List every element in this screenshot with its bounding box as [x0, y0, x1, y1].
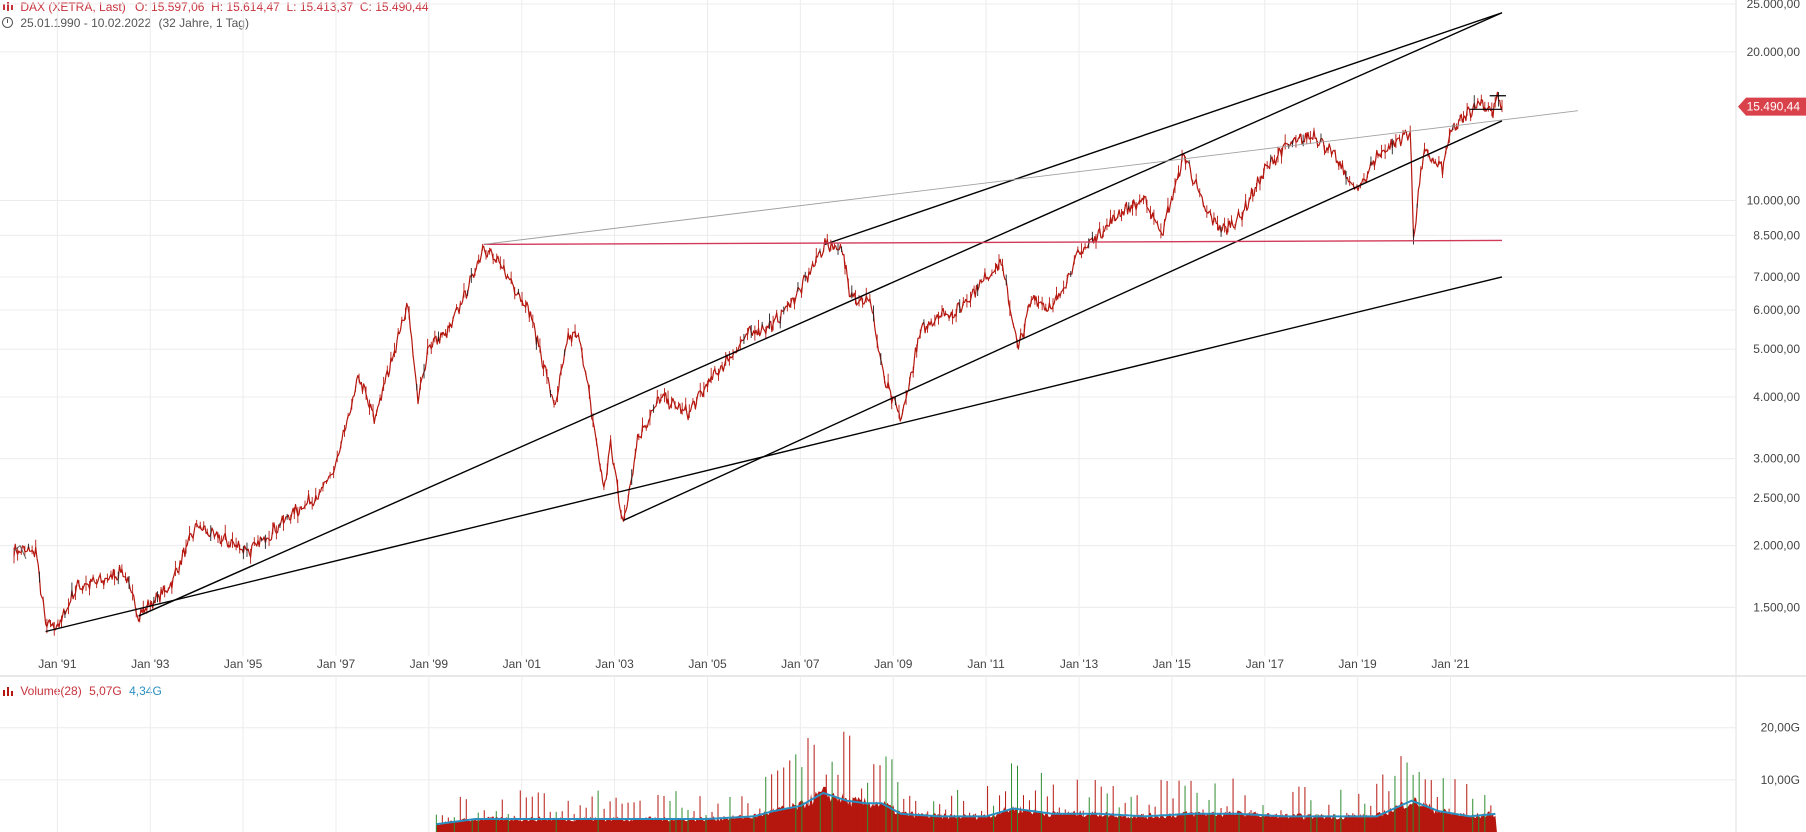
- x-tick-label: Jan '13: [1060, 657, 1099, 671]
- trend-line: [623, 120, 1503, 522]
- y-tick-label: 4.000,00: [1753, 390, 1800, 404]
- trend-line: [824, 12, 1503, 246]
- y-tick-label: 3.000,00: [1753, 452, 1800, 466]
- x-tick-label: Jan '03: [595, 657, 634, 671]
- volume-header: Volume(28) 5,07G 4,34G: [2, 684, 162, 698]
- volume-tick-label: 20,00G: [1761, 721, 1800, 735]
- volume-tick-label: 10,00G: [1761, 773, 1800, 787]
- price-series: [13, 91, 1503, 636]
- volume-value1: 5,07G: [89, 684, 122, 698]
- volume-title: Volume(28): [20, 684, 82, 698]
- x-tick-label: Jan '21: [1431, 657, 1470, 671]
- x-tick-label: Jan '11: [967, 657, 1005, 671]
- trend-lines: [45, 12, 1579, 633]
- volume-average-line: [436, 791, 1496, 826]
- price-line: [13, 91, 1503, 631]
- axes: Jan '91 Jan '93 Jan '95 Jan '97 Jan '99 Jan '…: [38, 0, 1800, 787]
- y-tick-label: 7.000,00: [1753, 270, 1800, 284]
- range-note: (32 Jahre, 1 Tag): [158, 16, 249, 30]
- y-tick-label: 1.500,00: [1753, 600, 1800, 614]
- x-tick-label: Jan '05: [688, 657, 727, 671]
- last-value-label: 15.490,44: [1747, 100, 1801, 114]
- x-tick-label: Jan '91: [38, 657, 77, 671]
- y-tick-label: 25.000,00: [1747, 0, 1801, 11]
- clock-icon: [2, 17, 13, 28]
- trend-line: [483, 110, 1579, 245]
- y-tick-label: 2.000,00: [1753, 539, 1800, 553]
- y-tick-label: 10.000,00: [1747, 193, 1801, 207]
- x-tick-label: Jan '09: [874, 657, 913, 671]
- price-start-segment: [13, 544, 27, 560]
- y-tick-label: 5.000,00: [1753, 342, 1800, 356]
- x-tick-label: Jan '97: [317, 657, 356, 671]
- y-tick-label: 6.000,00: [1753, 303, 1800, 317]
- x-tick-label: Jan '95: [224, 657, 263, 671]
- last-value-tag: 15.490,44: [1738, 97, 1806, 116]
- bar-chart-icon: [2, 685, 14, 696]
- volume-bars: [435, 731, 1497, 832]
- x-tick-label: Jan '07: [781, 657, 820, 671]
- x-tick-label: Jan '19: [1338, 657, 1377, 671]
- volume-area: [436, 786, 1497, 832]
- x-tick-label: Jan '17: [1246, 657, 1285, 671]
- date-range: 25.01.1990 - 10.02.2022: [20, 16, 152, 30]
- x-tick-label: Jan '01: [503, 657, 542, 671]
- x-tick-label: Jan '93: [131, 657, 170, 671]
- volume-value2: 4,34G: [129, 684, 162, 698]
- y-tick-label: 20.000,00: [1747, 45, 1801, 59]
- x-tick-label: Jan '15: [1153, 657, 1192, 671]
- trend-line: [138, 12, 1503, 617]
- range-header: 25.01.1990 - 10.02.2022 (32 Jahre, 1 Tag…: [2, 16, 249, 30]
- y-tick-label: 2.500,00: [1753, 491, 1800, 505]
- trend-line: [483, 239, 1503, 246]
- x-tick-label: Jan '99: [410, 657, 449, 671]
- trend-line: [45, 276, 1503, 633]
- y-tick-label: 8.500,00: [1753, 228, 1800, 242]
- candlestick-icon: [2, 1, 14, 11]
